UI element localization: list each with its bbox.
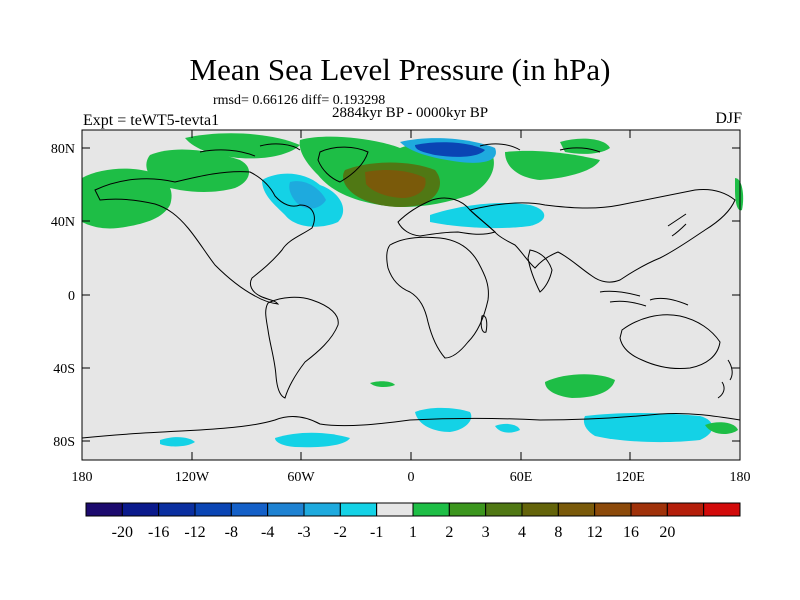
coastline-new-zealand bbox=[717, 359, 733, 399]
lat-label: 0 bbox=[68, 289, 75, 304]
coastlines bbox=[81, 143, 741, 439]
lon-label: 120W bbox=[175, 470, 210, 485]
colorbar-swatch bbox=[703, 502, 741, 517]
season-label: DJF bbox=[715, 110, 742, 127]
anomaly-blue-antarctic-1 bbox=[415, 407, 472, 432]
anomaly-green-east-atlantic bbox=[735, 178, 744, 211]
colorbar-swatch bbox=[630, 502, 668, 517]
anomaly-blue-arctic-inner bbox=[415, 142, 485, 157]
colorbar-label: 4 bbox=[518, 524, 526, 541]
colorbar-label: -1 bbox=[370, 524, 383, 541]
latitude-axis bbox=[82, 147, 740, 442]
colorbar-swatch bbox=[158, 502, 196, 517]
coastline-australia bbox=[619, 314, 721, 369]
lon-label: 120E bbox=[615, 470, 645, 485]
colorbar-swatch bbox=[230, 502, 269, 517]
colorbar-labels: -20 -16 -12 -8 -4 -3 -2 -1 1 2 3 4 8 12 16 20 bbox=[112, 524, 676, 541]
colorbar-swatch bbox=[521, 502, 559, 517]
lat-label: 80S bbox=[53, 435, 75, 450]
colorbar-label: -3 bbox=[297, 524, 310, 541]
colorbar-swatch bbox=[376, 502, 414, 517]
anomaly-blue-antarctic-5 bbox=[495, 423, 520, 433]
anomaly-green-siberia bbox=[505, 150, 600, 180]
anomaly-blue-greenland-west-inner bbox=[289, 181, 326, 209]
longitude-labels: 180 120W 60W 0 60E 120E 180 bbox=[72, 470, 751, 485]
coastline-japan bbox=[667, 213, 687, 237]
longitude-axis bbox=[191, 130, 631, 460]
colorbar-label: 16 bbox=[623, 524, 639, 541]
latitude-labels: 80N 40N 0 40S 80S bbox=[51, 142, 75, 450]
colorbar-label: -4 bbox=[261, 524, 274, 541]
coastline-north-america bbox=[94, 171, 315, 305]
colorbar-swatch bbox=[412, 502, 450, 517]
coastline-india bbox=[527, 249, 553, 293]
map-panel bbox=[81, 129, 744, 461]
coastline-greenland bbox=[317, 146, 369, 183]
colorbar-swatch bbox=[448, 502, 487, 517]
anomaly-green-arctic-east bbox=[560, 138, 610, 154]
colorbar-label: 8 bbox=[554, 524, 562, 541]
colorbar-label: 3 bbox=[482, 524, 490, 541]
coastline-indonesia bbox=[599, 290, 689, 307]
colorbar-label: -12 bbox=[184, 524, 205, 541]
colorbar-label: -2 bbox=[334, 524, 347, 541]
coastline-asia bbox=[468, 189, 736, 283]
coastline-madagascar bbox=[480, 315, 488, 333]
colorbar-swatch bbox=[594, 502, 632, 517]
anomaly-blue-europe bbox=[430, 203, 545, 229]
lat-label: 40N bbox=[51, 215, 75, 230]
colorbar-label: -20 bbox=[112, 524, 133, 541]
coastline-africa bbox=[386, 236, 489, 359]
coastline-antarctica bbox=[81, 412, 741, 439]
colorbar-label: 12 bbox=[587, 524, 603, 541]
anomaly-green-npacific bbox=[82, 168, 172, 229]
colorbar-swatch bbox=[557, 502, 596, 517]
colorbar-label: -16 bbox=[148, 524, 169, 541]
lon-label: 180 bbox=[730, 470, 751, 485]
colorbar-swatch bbox=[666, 502, 705, 517]
lon-label: 0 bbox=[408, 470, 415, 485]
anomaly-blue-antarctic-4 bbox=[160, 437, 195, 447]
anomaly-green-antarctic-east bbox=[705, 422, 738, 435]
plot-title: Mean Sea Level Pressure (in hPa) bbox=[189, 52, 611, 87]
colorbar-swatch bbox=[303, 502, 341, 517]
period-text: 2884kyr BP - 0000kyr BP bbox=[331, 105, 489, 121]
lat-label: 40S bbox=[53, 362, 75, 377]
lon-label: 60E bbox=[510, 470, 533, 485]
colorbar-swatch bbox=[121, 502, 160, 517]
colorbar-label: 2 bbox=[445, 524, 453, 541]
colorbar-swatch bbox=[339, 502, 378, 517]
anomaly-brown-natlantic bbox=[365, 170, 426, 198]
colorbar bbox=[85, 502, 741, 517]
lon-label: 180 bbox=[72, 470, 93, 485]
coastline-arctic-islands bbox=[199, 143, 601, 157]
anomaly-green-arctic-canada bbox=[185, 133, 300, 159]
colorbar-swatch bbox=[267, 502, 305, 517]
coastline-south-america bbox=[265, 296, 339, 399]
anomaly-blue-antarctic-3 bbox=[275, 432, 350, 448]
anomaly-green-small-south bbox=[370, 381, 395, 388]
experiment-label: Expt = teWT5-tevta1 bbox=[83, 112, 220, 129]
pressure-anomaly-fields bbox=[82, 133, 744, 448]
colorbar-label: -8 bbox=[225, 524, 238, 541]
lat-label: 80N bbox=[51, 142, 75, 157]
colorbar-swatch bbox=[194, 502, 232, 517]
anomaly-blue-antarctic-2 bbox=[583, 413, 713, 443]
anomaly-green-southern-ocean bbox=[545, 374, 615, 398]
lon-label: 60W bbox=[287, 470, 315, 485]
colorbar-swatch bbox=[485, 502, 523, 517]
colorbar-swatch bbox=[85, 502, 123, 517]
stats-text: rmsd= 0.66126 diff= 0.193298 bbox=[213, 93, 386, 108]
colorbar-label: 20 bbox=[659, 524, 675, 541]
colorbar-label: 1 bbox=[409, 524, 417, 541]
